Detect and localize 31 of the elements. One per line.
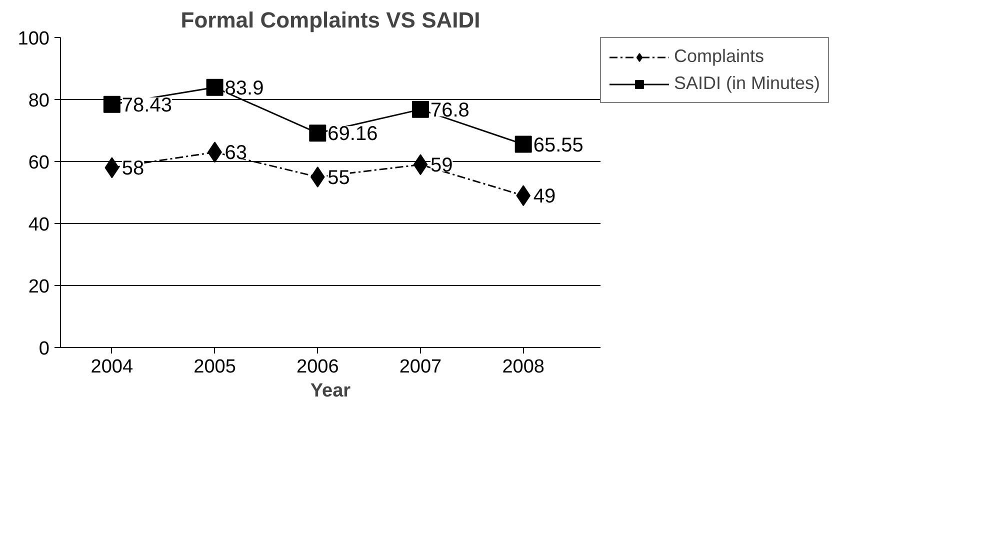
x-axis-title: Year bbox=[310, 380, 352, 402]
data-label: 59 bbox=[430, 154, 453, 177]
x-tick-label: 2005 bbox=[194, 356, 236, 378]
data-label: 49 bbox=[533, 186, 556, 208]
point bbox=[309, 124, 326, 142]
y-tick-label: 80 bbox=[28, 90, 50, 112]
point bbox=[514, 136, 532, 153]
y-tick-label: 0 bbox=[38, 338, 50, 360]
x-tick-label: 2004 bbox=[90, 356, 134, 378]
data-label: 65.55 bbox=[533, 134, 584, 156]
x-tick-label: 2007 bbox=[399, 356, 442, 378]
chart-title: Formal Complaints VS SAIDI bbox=[180, 8, 480, 32]
y-tick-label: 100 bbox=[18, 28, 50, 50]
point bbox=[103, 96, 120, 113]
legend-label: SAIDI (in Minutes) bbox=[674, 73, 820, 94]
x-tick-label: 2006 bbox=[296, 356, 339, 378]
data-label: 78.43 bbox=[122, 94, 172, 116]
x-tick-label: 2008 bbox=[502, 356, 545, 378]
y-tick-label: 20 bbox=[28, 276, 50, 298]
y-tick-label: 40 bbox=[28, 214, 50, 236]
data-label: 63 bbox=[224, 142, 248, 164]
point bbox=[310, 166, 325, 188]
point bbox=[206, 78, 224, 96]
y-tick-label: 60 bbox=[28, 152, 50, 174]
data-label: 83.9 bbox=[224, 77, 264, 100]
data-label: 55 bbox=[328, 167, 350, 189]
data-label: 69.16 bbox=[328, 123, 378, 146]
data-label: 58 bbox=[122, 158, 144, 180]
data-label: 76.8 bbox=[430, 99, 470, 122]
point bbox=[412, 100, 429, 118]
legend-label: Complaints bbox=[674, 46, 764, 67]
